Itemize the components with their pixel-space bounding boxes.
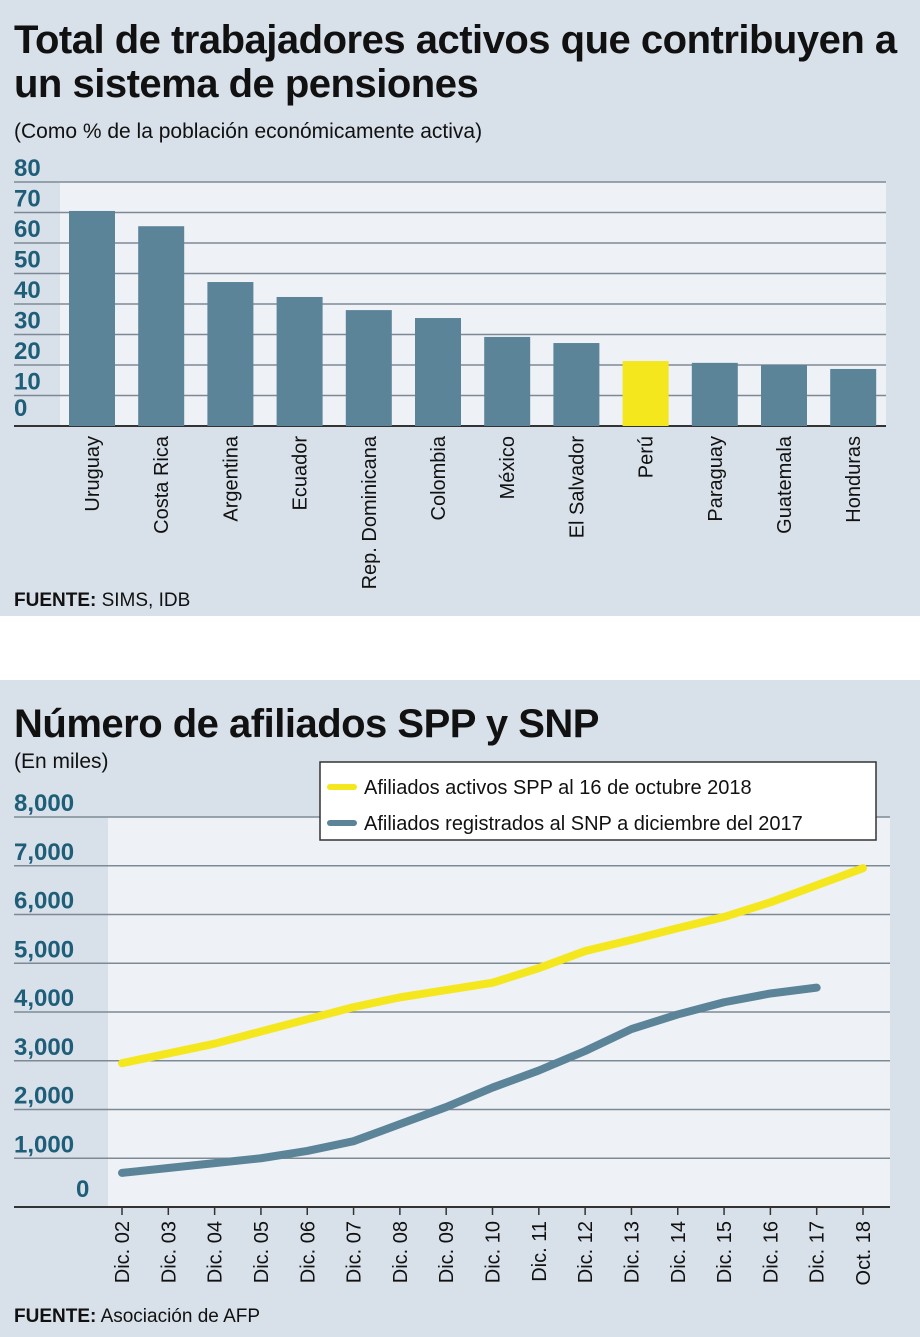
y-tick-label: 2,000 — [14, 1083, 74, 1110]
x-tick-label: México — [497, 436, 519, 499]
bar-colombia — [415, 318, 461, 426]
x-tick-label: Dic. 05 — [251, 1221, 273, 1283]
bar-chart-panel: Total de trabajadores activos que contri… — [0, 0, 920, 616]
bar-costa-rica — [138, 226, 185, 426]
x-tick-label: Oct. 18 — [853, 1221, 875, 1285]
bar-chart-subtitle: (Como % de la población económicamente a… — [14, 120, 483, 143]
source-text: Asociación de AFP — [100, 1306, 261, 1327]
x-tick-label: Dic. 13 — [621, 1221, 643, 1283]
x-tick-label: Dic. 09 — [436, 1221, 458, 1283]
bar-argentina — [207, 282, 254, 426]
y-tick-label: 70 — [14, 186, 41, 213]
x-tick-label: Dic. 14 — [668, 1221, 690, 1283]
bar-rep-dominicana — [345, 310, 392, 426]
x-tick-label: Dic. 17 — [807, 1221, 829, 1283]
x-tick-label: Dic. 10 — [483, 1221, 505, 1283]
y-tick-label: 1,000 — [14, 1131, 74, 1158]
y-tick-label: 0 — [14, 395, 27, 422]
legend-label: Afiliados activos SPP al 16 de octubre 2… — [364, 777, 752, 799]
bar-chart-title: Total de trabajadores activos que contri… — [14, 18, 897, 106]
y-tick-label: 50 — [14, 247, 41, 274]
y-tick-label: 40 — [14, 277, 41, 304]
y-tick-label: 6,000 — [14, 888, 74, 915]
y-tick-label: 0 — [76, 1176, 89, 1203]
bar-ecuador — [276, 296, 323, 426]
x-tick-label: Dic. 15 — [714, 1221, 736, 1283]
line-chart-panel: Número de afiliados SPP y SNP (En miles)… — [0, 680, 920, 1337]
y-tick-label: 20 — [14, 338, 41, 365]
bar-el-salvador — [553, 343, 600, 426]
x-tick-label: Honduras — [843, 436, 865, 523]
bar-chart-source: FUENTE: SIMS, IDB — [14, 590, 190, 612]
x-tick-label: Dic. 03 — [158, 1221, 180, 1283]
x-tick-label: Dic. 12 — [575, 1221, 597, 1283]
x-tick-label: Dic. 07 — [344, 1221, 366, 1283]
x-tick-label: Dic. 08 — [390, 1221, 412, 1283]
y-tick-label: 4,000 — [14, 985, 74, 1012]
x-tick-label: Colombia — [428, 435, 450, 520]
legend-box — [319, 761, 877, 841]
bar-per- — [622, 361, 669, 426]
source-label: FUENTE: — [14, 1306, 97, 1327]
x-tick-label: Uruguay — [82, 436, 104, 512]
line-series-2 — [118, 983, 821, 1177]
y-tick-label: 30 — [14, 308, 41, 335]
legend-label: Afiliados registrados al SNP a diciembre… — [364, 813, 803, 835]
y-tick-label: 60 — [14, 216, 41, 243]
x-tick-label: Argentina — [220, 435, 242, 521]
x-tick-label: Costa Rica — [151, 435, 173, 534]
x-tick-label: Dic. 02 — [112, 1221, 134, 1283]
x-tick-label: Dic. 06 — [297, 1221, 319, 1283]
x-tick-label: Rep. Dominicana — [359, 435, 381, 589]
bar-uruguay — [69, 210, 115, 426]
y-tick-label: 8,000 — [14, 790, 74, 817]
x-tick-label: Guatemala — [774, 435, 796, 534]
x-tick-label: El Salvador — [566, 436, 588, 539]
line-chart-title: Número de afiliados SPP y SNP — [14, 702, 599, 746]
line-chart: 01,000 2,000 3,000 4,000 5,000 6,000 7,000 8,00… — [14, 761, 890, 1285]
bar-guatemala — [761, 365, 807, 426]
x-tick-label: Dic. 04 — [205, 1221, 227, 1283]
bar-m-xico — [484, 336, 531, 426]
y-tick-label: 80 — [14, 155, 41, 182]
x-tick-label: Dic. 16 — [760, 1221, 782, 1283]
x-tick-label: Paraguay — [705, 436, 727, 522]
bar-chart: 010 20 30 40 50 60 70 80 Uruguay Costa Rica Argent… — [14, 155, 886, 589]
x-tick-label: Dic. 11 — [529, 1221, 551, 1282]
y-tick-label: 5,000 — [14, 936, 74, 963]
line-chart-subtitle: (En miles) — [14, 750, 109, 773]
bar-paraguay — [691, 362, 738, 426]
x-tick-label: Ecuador — [290, 436, 312, 511]
y-tick-label: 7,000 — [14, 839, 74, 866]
bar-honduras — [830, 368, 877, 426]
y-tick-label: 3,000 — [14, 1034, 74, 1061]
source-text: SIMS, IDB — [101, 590, 191, 611]
x-tick-label: Perú — [636, 436, 658, 478]
source-label: FUENTE: — [14, 590, 97, 611]
y-tick-label: 10 — [14, 369, 41, 396]
line-chart-source: FUENTE: Asociación de AFP — [14, 1306, 260, 1328]
